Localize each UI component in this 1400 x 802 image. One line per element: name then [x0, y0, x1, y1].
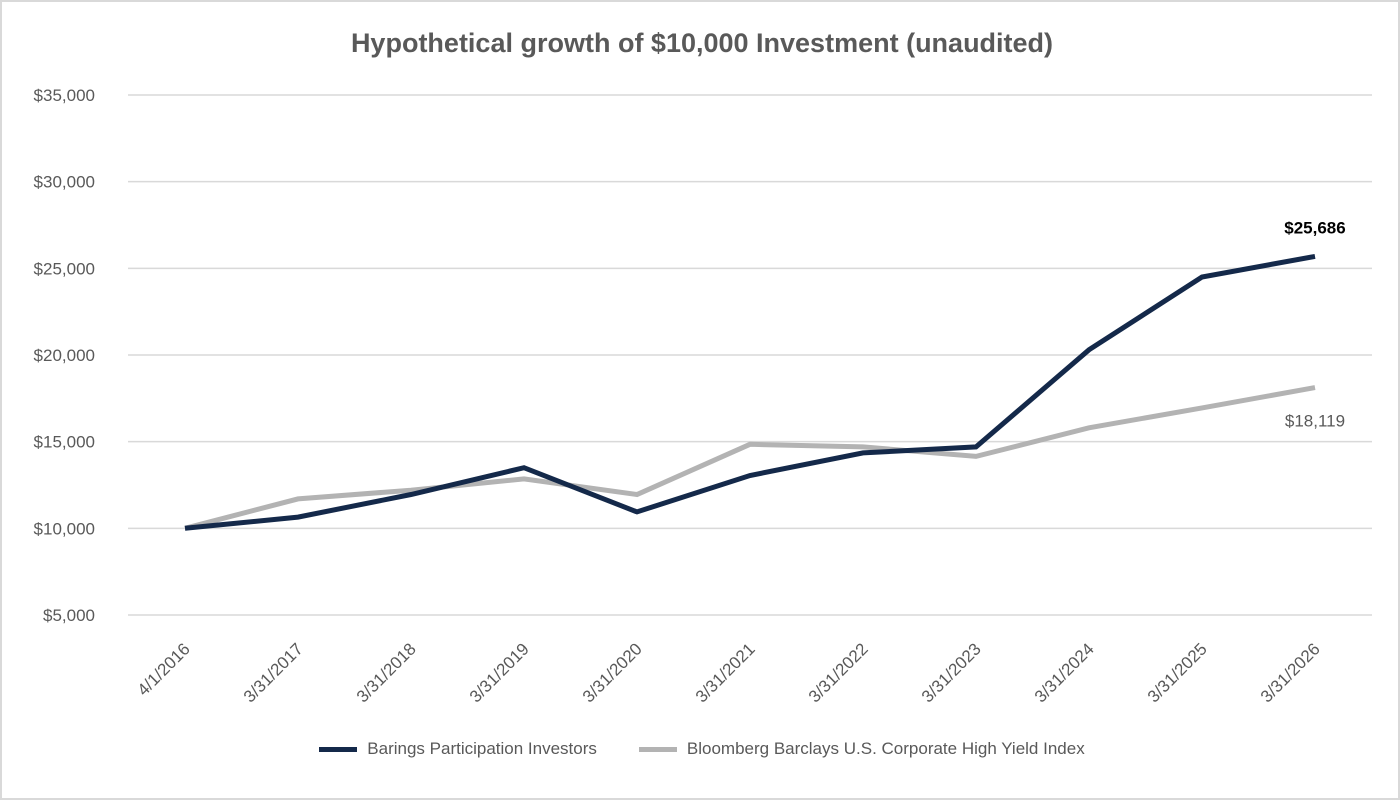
- series-line-bloomberg: [184, 385, 1316, 531]
- y-tick-label: $5,000: [43, 606, 95, 625]
- x-tick-label: 3/31/2018: [353, 639, 420, 706]
- x-tick-label: 4/1/2016: [134, 639, 194, 699]
- y-tick-label: $25,000: [34, 259, 95, 278]
- y-tick-label: $35,000: [34, 86, 95, 105]
- legend-label-bloomberg: Bloomberg Barclays U.S. Corporate High Y…: [686, 739, 1085, 758]
- x-tick-label: 3/31/2017: [240, 639, 307, 706]
- x-tick-label: 3/31/2019: [466, 639, 533, 706]
- x-tick-label: 3/31/2025: [1144, 639, 1211, 706]
- legend-swatch-bloomberg: [638, 746, 677, 752]
- legend-item-bloomberg: Bloomberg Barclays U.S. Corporate High Y…: [638, 739, 1085, 759]
- data-label-bloomberg-end: $18,119: [1285, 412, 1345, 431]
- x-tick-label: 3/31/2020: [579, 639, 646, 706]
- x-tick-label: 3/31/2026: [1257, 639, 1324, 706]
- legend-label-barings: Barings Participation Investors: [367, 739, 597, 758]
- y-tick-label: $30,000: [34, 173, 95, 192]
- y-tick-label: $20,000: [34, 346, 95, 365]
- x-tick-label: 3/31/2021: [692, 639, 759, 706]
- legend: Barings Participation Investors Bloomber…: [2, 739, 1400, 759]
- legend-item-barings: Barings Participation Investors: [319, 739, 597, 759]
- series-line-barings: [184, 253, 1316, 531]
- chart-title: Hypothetical growth of $10,000 Investmen…: [350, 28, 1054, 58]
- x-tick-label: 3/31/2022: [805, 639, 872, 706]
- legend-swatch-barings: [319, 746, 358, 752]
- y-tick-label: $10,000: [34, 519, 95, 538]
- x-tick-label: 3/31/2024: [1031, 639, 1098, 706]
- y-tick-label: $15,000: [34, 433, 95, 452]
- x-tick-label: 3/31/2023: [918, 639, 985, 706]
- data-label-barings-end: $25,686: [1284, 218, 1345, 237]
